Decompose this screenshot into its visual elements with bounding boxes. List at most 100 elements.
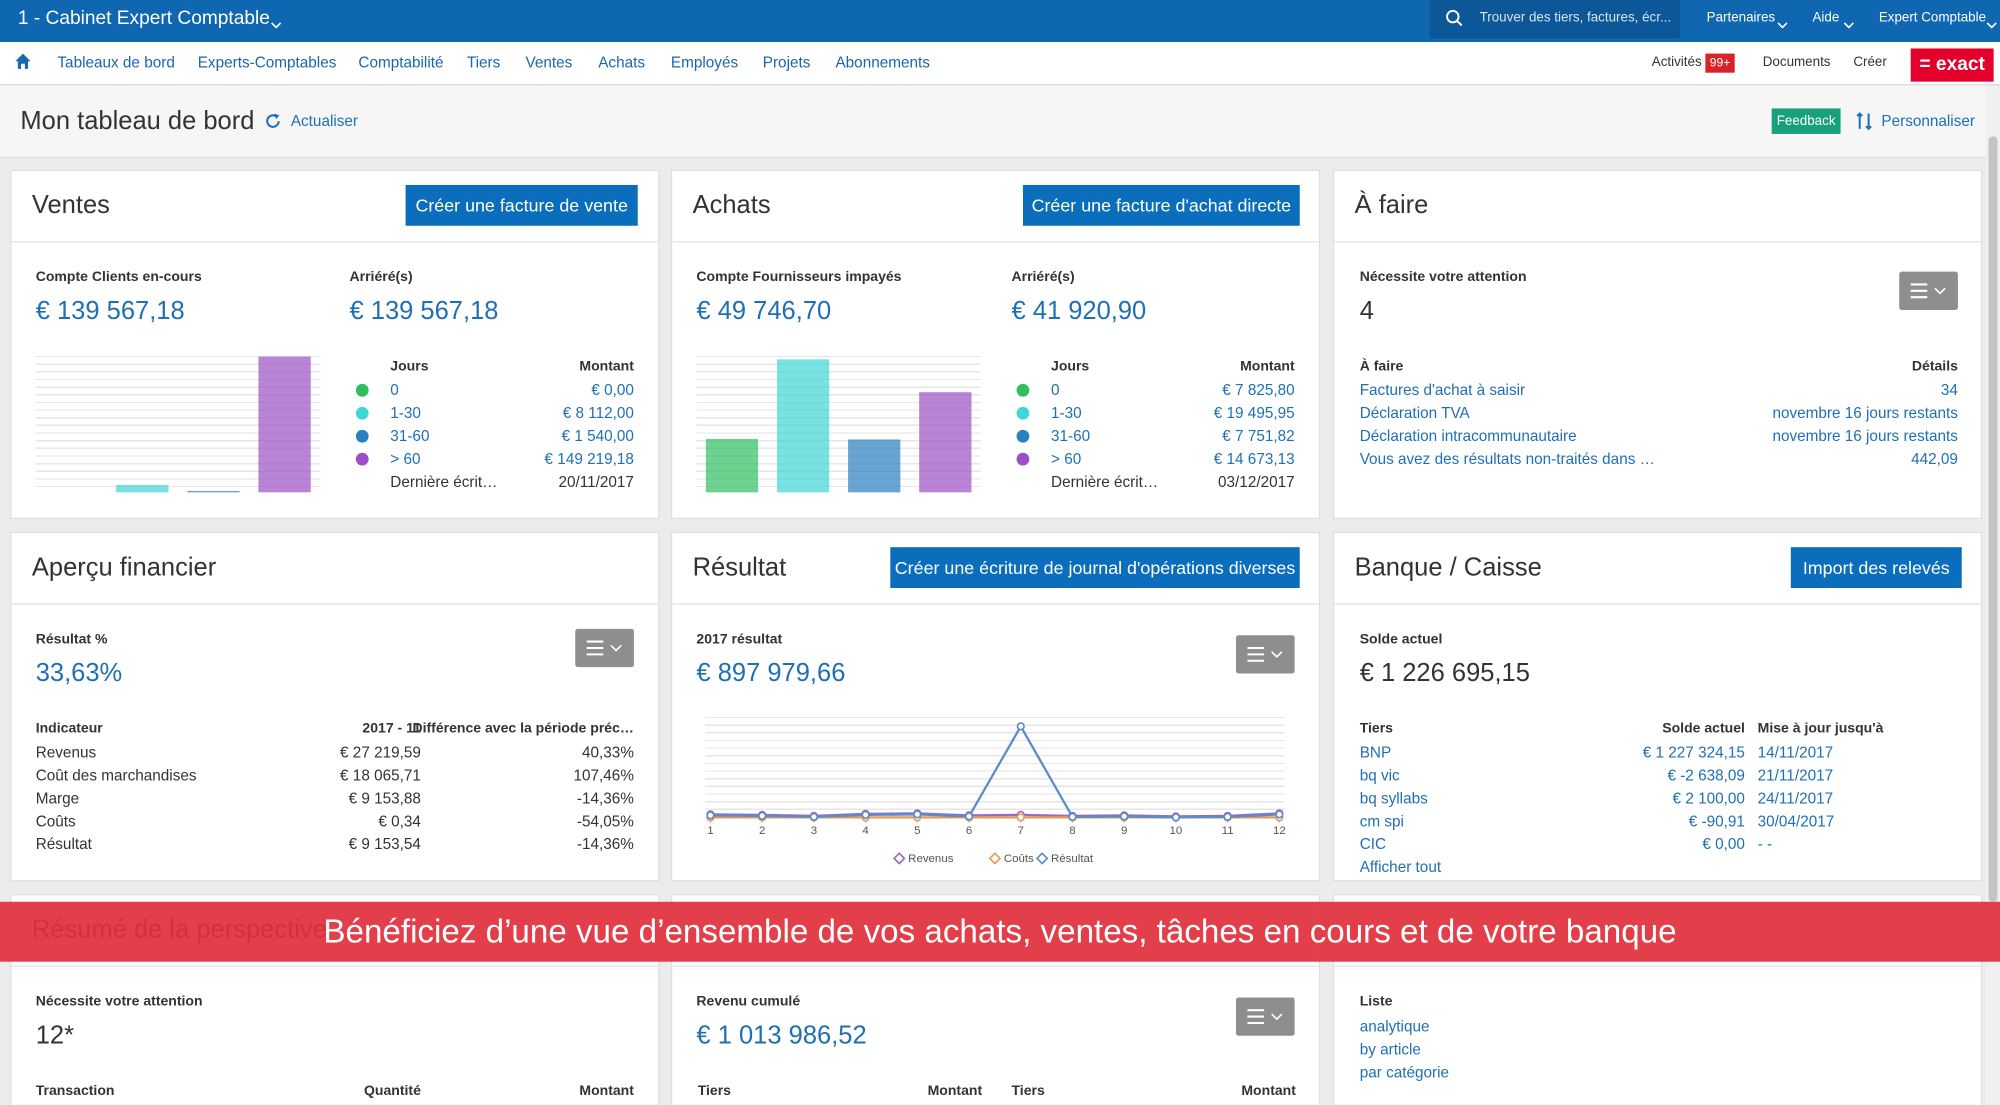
card: Aperçu financier Résultat % 33,63% Indicate…	[10, 531, 660, 882]
aging-amount[interactable]: € 7 825,80	[1222, 381, 1295, 399]
table-cell[interactable]: 30/04/2017	[1757, 812, 1835, 831]
legend-label: Revenus	[908, 853, 954, 865]
x-tick-label: 6	[966, 825, 972, 837]
kpi-value: € 139 567,18	[35, 297, 185, 326]
menu-lines	[1247, 1009, 1265, 1024]
menu-button[interactable]	[1899, 271, 1958, 310]
aging-bucket[interactable]: 0	[390, 381, 399, 399]
customize-icon[interactable]	[1856, 111, 1874, 131]
nav-item[interactable]: Ventes	[525, 53, 573, 72]
scrollbar-thumb[interactable]	[1988, 136, 1998, 902]
aging-bucket[interactable]: 31-60	[1051, 427, 1091, 445]
table-cell[interactable]: 21/11/2017	[1757, 766, 1834, 785]
table-cell[interactable]: novembre 16 jours restants	[1772, 404, 1958, 422]
table-cell[interactable]: bq vic	[1359, 766, 1400, 785]
table-cell[interactable]: Vous avez des résultats non-traités dans…	[1359, 450, 1655, 468]
point	[1068, 812, 1077, 822]
nav-item[interactable]: Tiers	[466, 53, 501, 72]
point	[1223, 812, 1232, 822]
table-cell[interactable]: cm spi	[1359, 812, 1404, 831]
table-cell[interactable]: 24/11/2017	[1757, 789, 1834, 808]
x-tick-label: 9	[1121, 825, 1127, 837]
nav-item[interactable]: Tableaux de bord	[57, 53, 175, 72]
show-all-link[interactable]: Afficher tout	[1359, 858, 1442, 877]
nav-item[interactable]: Achats	[598, 53, 646, 72]
action-button[interactable]: Créer une facture de vente	[405, 184, 638, 226]
aging-amount[interactable]: € 1 540,00	[561, 427, 634, 445]
table-cell[interactable]: - -	[1757, 835, 1773, 854]
card-divider	[11, 603, 659, 605]
top-menu[interactable]: Aide	[1812, 9, 1840, 26]
nav-item[interactable]: Comptabilité	[358, 53, 444, 72]
search-icon	[1445, 9, 1463, 27]
aging-amount[interactable]: € 19 495,95	[1213, 404, 1295, 422]
report-link[interactable]: analytique	[1359, 1017, 1430, 1036]
action-button[interactable]: Créer une facture d'achat directe	[1022, 184, 1300, 226]
table-cell[interactable]: CIC	[1359, 835, 1387, 854]
aging-bucket[interactable]: 31-60	[390, 427, 430, 445]
aging-amount[interactable]: € 0,00	[591, 381, 634, 399]
table-cell[interactable]: 34	[1940, 381, 1958, 399]
table-cell[interactable]: Déclaration TVA	[1359, 404, 1470, 422]
aging-bucket[interactable]: > 60	[390, 450, 421, 468]
table-cell[interactable]: novembre 16 jours restants	[1772, 427, 1958, 445]
table-cell[interactable]: 14/11/2017	[1757, 743, 1834, 762]
customize-link[interactable]: Personnaliser	[1881, 111, 1975, 130]
nav-bar: Tableaux de bord Experts-Comptables Compta…	[0, 42, 2000, 86]
aging-bucket[interactable]: 1-30	[390, 404, 421, 422]
nav-item[interactable]: Employés	[670, 53, 739, 72]
refresh-link[interactable]: Actualiser	[290, 111, 359, 130]
refresh-icon[interactable]	[264, 112, 282, 130]
top-menu[interactable]: Partenaires	[1706, 9, 1776, 26]
aging-amount[interactable]: € 14 673,13	[1213, 450, 1295, 468]
table-cell[interactable]: bq syllabs	[1359, 789, 1428, 808]
menu-button[interactable]	[575, 628, 634, 668]
column-header: Jours	[1051, 358, 1090, 375]
action-button[interactable]: Créer une écriture de journal d'opératio…	[890, 547, 1300, 589]
table-cell[interactable]: € 1 227 324,15	[1642, 743, 1745, 762]
point	[913, 810, 922, 819]
table-cell[interactable]: BNP	[1359, 743, 1392, 762]
table-cell[interactable]: € 0,00	[1702, 835, 1745, 854]
x-tick-label: 8	[1069, 825, 1075, 837]
legend-marker	[1035, 852, 1049, 865]
action-button[interactable]: Import des relevés	[1790, 547, 1962, 589]
aging-bucket[interactable]: 1-30	[1051, 404, 1082, 422]
table-cell[interactable]: € 2 100,00	[1672, 789, 1745, 808]
aging-bucket[interactable]: > 60	[1051, 450, 1082, 468]
menu-button[interactable]	[1235, 635, 1295, 674]
home-icon[interactable]	[14, 52, 32, 70]
table-cell[interactable]: 442,09	[1911, 450, 1958, 468]
table-cell[interactable]: € -90,91	[1688, 812, 1745, 831]
activities-link[interactable]: Activités	[1651, 54, 1702, 70]
table-cell[interactable]: Factures d'achat à saisir	[1359, 381, 1526, 399]
search-placeholder[interactable]: Trouver des tiers, factures, écr...	[1479, 9, 1672, 26]
column-header: Indicateur	[35, 721, 103, 737]
aging-amount[interactable]: € 8 112,00	[562, 404, 634, 422]
nav-item[interactable]: Abonnements	[835, 53, 930, 72]
search-box[interactable]	[1429, 0, 1680, 39]
last-entry-date: 20/11/2017	[558, 472, 634, 491]
menu-button[interactable]	[1235, 997, 1295, 1036]
nav-item[interactable]: Experts-Comptables	[197, 53, 337, 72]
table-cell: 107,46%	[573, 766, 634, 785]
exact-logo[interactable]: = exact	[1910, 48, 1994, 82]
report-link[interactable]: by article	[1359, 1040, 1421, 1059]
company-switcher[interactable]: 1 - Cabinet Expert Comptable	[17, 7, 270, 30]
table-cell[interactable]: € -2 638,09	[1667, 766, 1745, 785]
top-menu[interactable]: Expert Comptable	[1878, 9, 1987, 26]
create-link[interactable]: Créer	[1853, 54, 1887, 70]
aging-amount[interactable]: € 149 219,18	[544, 450, 634, 468]
report-link[interactable]: par catégorie	[1359, 1063, 1450, 1082]
nav-item[interactable]: Projets	[762, 53, 811, 72]
aging-bucket[interactable]: 0	[1051, 381, 1060, 399]
point	[1016, 813, 1025, 822]
card: Résultat Créer une écriture de journal d'…	[670, 531, 1321, 882]
scrollbar[interactable]	[1985, 85, 2000, 1105]
feedback-button[interactable]: Feedback	[1771, 108, 1841, 134]
point	[1016, 722, 1025, 731]
table-cell[interactable]: Déclaration intracommunautaire	[1359, 427, 1577, 445]
documents-link[interactable]: Documents	[1762, 54, 1831, 70]
company-chevron[interactable]	[270, 14, 283, 29]
aging-amount[interactable]: € 7 751,82	[1222, 427, 1295, 445]
